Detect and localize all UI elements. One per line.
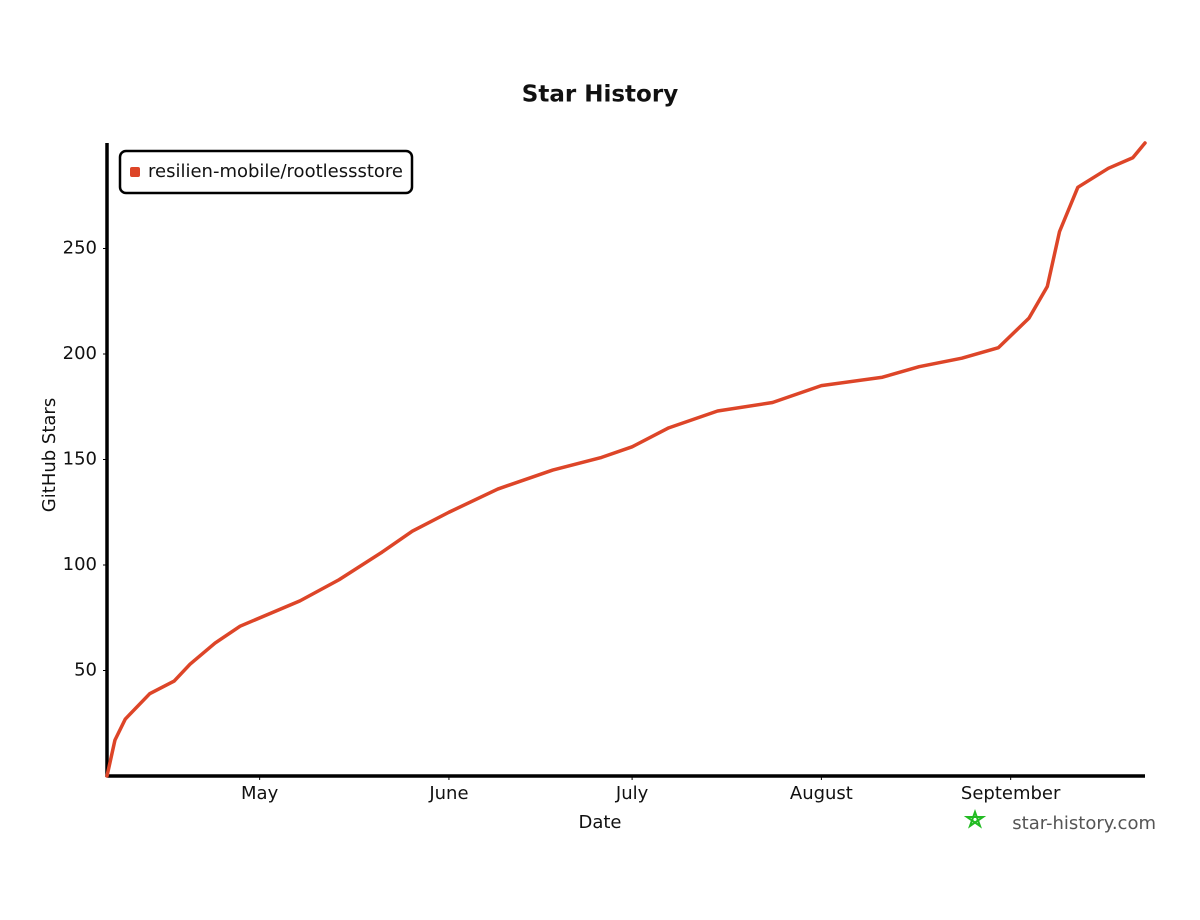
chart-title: Star History xyxy=(522,82,678,108)
watermark: star-history.com xyxy=(1012,813,1156,834)
legend-swatch xyxy=(130,167,140,177)
x-tick-label: May xyxy=(241,783,279,804)
x-tick-label: July xyxy=(615,783,649,804)
legend-label: resilien-mobile/rootlessstore xyxy=(148,161,403,182)
y-tick-label: 100 xyxy=(63,554,97,575)
y-tick-label: 150 xyxy=(63,449,97,470)
y-tick-label: 200 xyxy=(63,343,97,364)
y-tick-label: 50 xyxy=(74,660,97,681)
watermark-icon xyxy=(963,809,987,829)
x-tick-label: August xyxy=(790,783,853,804)
x-tick-label: June xyxy=(428,783,468,804)
series-line xyxy=(105,141,1147,778)
y-tick-label: 250 xyxy=(63,238,97,259)
y-axis-label: GitHub Stars xyxy=(39,398,60,512)
x-axis-label: Date xyxy=(578,812,621,833)
x-tick-label: September xyxy=(961,783,1061,804)
legend-box xyxy=(118,149,414,195)
